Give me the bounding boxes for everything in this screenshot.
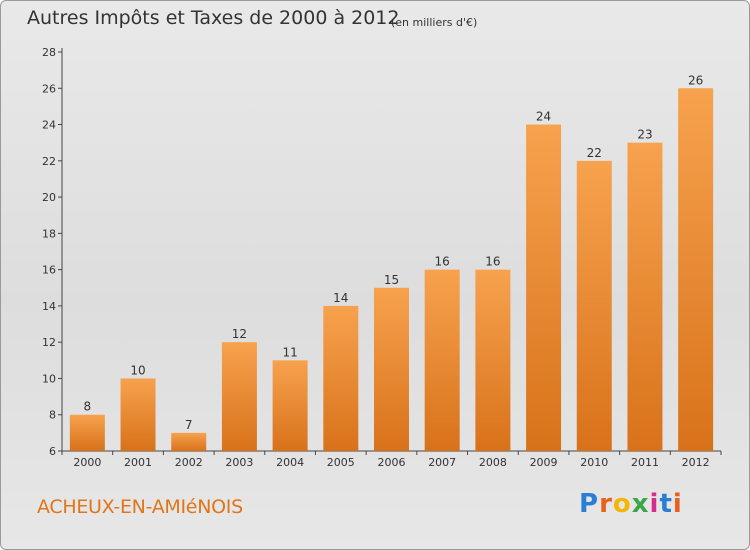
- y-tick-label: 14: [42, 300, 56, 313]
- proxiti-logo[interactable]: Proxiti: [579, 489, 683, 519]
- logo-letter: r: [599, 489, 613, 519]
- x-tick-label: 2006: [378, 456, 406, 469]
- data-label: 22: [587, 146, 602, 160]
- bar: [678, 88, 714, 451]
- y-tick-label: 6: [49, 445, 56, 458]
- y-tick-label: 24: [42, 119, 56, 132]
- chart-subtitle: (en milliers d'€): [391, 16, 478, 29]
- y-tick-label: 26: [42, 82, 56, 95]
- x-tick-label: 2002: [175, 456, 203, 469]
- bar: [272, 360, 308, 451]
- data-label: 16: [435, 255, 450, 269]
- data-label: 10: [130, 363, 145, 377]
- data-label: 26: [688, 73, 703, 87]
- bar: [221, 342, 257, 451]
- logo-letter: i: [649, 489, 660, 519]
- bar: [526, 124, 562, 451]
- logo-letter: P: [579, 489, 600, 519]
- data-label: 16: [485, 255, 500, 269]
- x-tick-label: 2005: [327, 456, 355, 469]
- logo-letter: t: [659, 489, 673, 519]
- x-tick-label: 2007: [428, 456, 456, 469]
- y-tick-label: 8: [49, 409, 56, 422]
- data-label: 14: [333, 291, 348, 305]
- data-label: 12: [232, 327, 247, 341]
- y-tick-label: 20: [42, 191, 56, 204]
- bar: [323, 305, 359, 451]
- chart-title: Autres Impôts et Taxes de 2000 à 2012: [27, 7, 400, 29]
- x-tick-label: 2010: [580, 456, 608, 469]
- chart-bars: [69, 88, 714, 451]
- bar: [374, 287, 409, 451]
- bar: [576, 160, 612, 451]
- x-tick-label: 2003: [225, 456, 253, 469]
- x-tick-label: 2004: [276, 456, 304, 469]
- x-tick-label: 2001: [124, 456, 152, 469]
- bar: [120, 378, 156, 451]
- logo-letter: o: [612, 489, 632, 519]
- bar: [69, 414, 105, 451]
- x-tick-label: 2011: [631, 456, 659, 469]
- bar: [424, 269, 460, 451]
- x-tick-label: 2000: [73, 456, 101, 469]
- bar: [171, 432, 207, 451]
- data-label: 23: [637, 128, 652, 142]
- y-tick-label: 16: [42, 264, 56, 277]
- data-label: 24: [536, 110, 551, 124]
- data-label: 8: [84, 400, 92, 414]
- logo-letter: x: [631, 489, 650, 519]
- data-label: 7: [185, 418, 193, 432]
- y-tick-label: 28: [42, 46, 56, 59]
- data-label: 11: [282, 345, 297, 359]
- commune-name: ACHEUX-EN-AMIéNOIS: [37, 496, 243, 518]
- x-tick-label: 2012: [682, 456, 710, 469]
- y-tick-label: 10: [42, 372, 56, 385]
- y-tick-label: 22: [42, 155, 56, 168]
- x-tick-label: 2008: [479, 456, 507, 469]
- x-tick-label: 2009: [530, 456, 558, 469]
- bar: [475, 269, 511, 451]
- chart-data-labels: 8 10 7 12 11 14 15 16 16 24 22 23 26: [84, 73, 704, 432]
- y-tick-label: 18: [42, 227, 56, 240]
- data-label: 15: [384, 273, 399, 287]
- logo-letter: i: [672, 489, 683, 519]
- y-tick-label: 12: [42, 336, 56, 349]
- bar: [627, 142, 663, 451]
